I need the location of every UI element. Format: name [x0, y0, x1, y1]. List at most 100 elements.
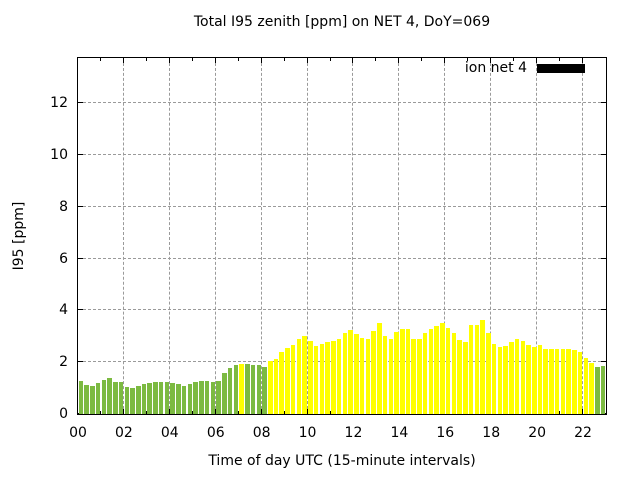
x-tick-label: 10	[298, 425, 317, 441]
bar	[491, 344, 497, 414]
x-tick-top	[375, 58, 377, 61]
bar	[193, 382, 198, 414]
bar	[543, 348, 548, 414]
bar	[382, 335, 388, 414]
y-tick-left	[78, 205, 83, 207]
x-tick-top	[260, 58, 262, 63]
bar	[78, 380, 84, 414]
bar	[365, 338, 371, 414]
bar	[399, 329, 405, 414]
bar	[331, 341, 336, 414]
bar	[428, 329, 434, 414]
x-tick-top	[536, 58, 538, 63]
x-tick-bottom	[283, 411, 285, 414]
bar	[440, 323, 445, 414]
y-tick-label: 0	[59, 406, 68, 422]
bar	[296, 338, 302, 414]
x-tick-bottom	[467, 411, 469, 414]
x-tick-top	[283, 58, 285, 61]
y-gridline	[78, 309, 606, 311]
x-gridline	[398, 58, 400, 414]
legend-label: ion net 4	[464, 60, 527, 76]
bar	[308, 341, 313, 414]
bar	[445, 327, 451, 414]
bar	[101, 379, 107, 414]
x-tick-label: 22	[574, 425, 592, 441]
bar	[354, 334, 359, 414]
x-tick-bottom	[398, 409, 400, 414]
x-tick-top	[513, 58, 515, 61]
bar	[405, 328, 411, 414]
bar	[118, 382, 124, 414]
x-tick-label: 14	[390, 425, 409, 441]
x-tick-bottom	[306, 409, 308, 414]
bar	[187, 383, 193, 414]
bar	[147, 383, 152, 414]
bar	[348, 329, 353, 414]
y-tick-right	[601, 361, 606, 363]
x-tick-top	[168, 58, 170, 63]
y-tick-right	[601, 205, 606, 207]
y-tick-right	[601, 309, 606, 311]
bar	[107, 377, 112, 414]
x-tick-label: 00	[69, 425, 87, 441]
bar	[250, 364, 256, 414]
bar	[273, 358, 279, 414]
y-axis-title: I95 [ppm]	[11, 201, 27, 271]
bar	[422, 333, 428, 414]
bar	[233, 364, 239, 414]
bar	[279, 352, 284, 414]
bar	[90, 386, 95, 414]
x-gridline	[168, 58, 170, 414]
bar	[170, 383, 175, 414]
x-tick-top	[214, 58, 216, 63]
x-tick-label: 12	[344, 425, 363, 441]
bar	[302, 335, 307, 414]
x-gridline	[536, 58, 538, 414]
bar	[285, 347, 290, 414]
bar	[468, 325, 474, 414]
x-gridline	[352, 58, 354, 414]
x-tick-top	[145, 58, 147, 61]
bar	[227, 367, 233, 414]
x-tick-bottom	[559, 411, 561, 414]
y-tick-label: 8	[59, 198, 68, 215]
x-tick-bottom	[375, 411, 377, 414]
bar	[595, 367, 600, 414]
bar	[319, 344, 325, 414]
x-gridline	[582, 58, 584, 414]
x-tick-bottom	[582, 409, 584, 414]
bar	[210, 381, 216, 414]
x-tick-top	[191, 58, 193, 61]
bar	[434, 325, 439, 414]
y-tick-right	[601, 102, 606, 104]
bar	[583, 358, 589, 414]
bar	[577, 352, 583, 414]
bar	[84, 384, 89, 414]
x-tick-label: 06	[206, 425, 225, 441]
x-tick-bottom	[191, 411, 193, 414]
x-tick-label: 04	[160, 425, 179, 441]
x-tick-bottom	[168, 409, 170, 414]
bar	[290, 344, 296, 414]
bar	[509, 341, 514, 414]
bar	[256, 365, 262, 414]
x-tick-top	[352, 58, 354, 63]
bar	[388, 339, 394, 414]
x-tick-bottom	[237, 411, 239, 414]
bar	[164, 381, 170, 414]
x-tick-top	[444, 58, 446, 63]
bar	[474, 325, 480, 414]
bar	[566, 348, 571, 414]
x-tick-label: 08	[252, 425, 271, 441]
y-gridline	[78, 205, 606, 207]
bar	[222, 373, 227, 414]
y-gridline	[78, 154, 606, 156]
x-tick-top	[237, 58, 239, 61]
x-tick-top	[99, 58, 101, 61]
x-tick-top	[398, 58, 400, 63]
bar	[267, 361, 273, 414]
y-tick-right	[601, 154, 606, 156]
y-tick-left	[78, 309, 83, 311]
x-gridline	[214, 58, 216, 414]
